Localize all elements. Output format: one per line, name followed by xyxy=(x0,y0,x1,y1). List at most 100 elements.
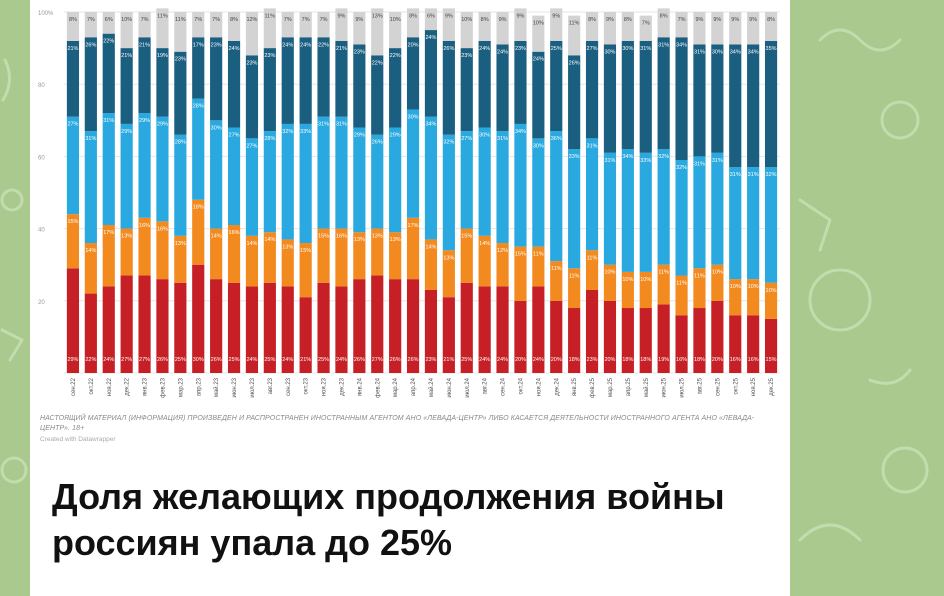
bar-segment xyxy=(317,12,330,38)
bar-segment xyxy=(585,12,599,41)
bar-segment xyxy=(603,44,617,153)
bar-segment xyxy=(406,279,420,373)
bar-segment xyxy=(210,228,223,280)
bar-segment xyxy=(424,8,438,31)
data-label: 15% xyxy=(515,252,526,258)
data-label: 8% xyxy=(69,17,77,23)
data-label: 10% xyxy=(461,17,472,23)
bar-segment xyxy=(729,167,742,280)
data-label: 18% xyxy=(640,357,651,363)
bar-segment xyxy=(120,12,133,49)
bar-segment xyxy=(299,123,312,244)
data-label: 13% xyxy=(282,244,293,250)
data-label: 20% xyxy=(515,357,526,363)
bar-segment xyxy=(729,279,742,316)
data-label: 13% xyxy=(175,241,186,247)
bar-segment xyxy=(711,264,724,301)
bar-segment xyxy=(138,217,151,276)
bar-segment xyxy=(281,123,294,240)
bar-segment xyxy=(210,37,223,121)
bar-segment xyxy=(496,286,509,373)
bar-segment xyxy=(657,264,670,305)
y-tick-label: 40 xyxy=(38,228,45,234)
bar-segment xyxy=(299,37,312,124)
data-label: 9% xyxy=(445,13,453,19)
bar-segment xyxy=(263,232,276,283)
data-label: 24% xyxy=(103,357,114,363)
bar-segment xyxy=(210,12,223,38)
bar-segment xyxy=(729,44,742,168)
data-label: 17% xyxy=(193,42,204,48)
x-tick-label: май.25 xyxy=(643,377,650,397)
bar-segment xyxy=(210,120,223,229)
y-tick-label: 80 xyxy=(38,83,45,89)
data-label: 31% xyxy=(318,122,329,128)
bar-segment xyxy=(353,12,366,45)
stacked-bar-chart: 29% 15% 27% 21% 8% 22% 14% 31% 26% 7% 24% 17% 31% 22%… xyxy=(38,8,780,398)
bar-segment xyxy=(389,127,402,233)
data-label: 10% xyxy=(748,284,759,290)
bar-segment xyxy=(281,239,294,287)
data-label: 30% xyxy=(622,46,633,52)
data-label: 24% xyxy=(497,357,508,363)
bar-segment xyxy=(192,264,205,373)
bar-segment xyxy=(389,48,402,128)
data-label: 8% xyxy=(588,17,596,23)
data-label: 22% xyxy=(372,60,383,66)
data-label: 21% xyxy=(67,46,78,52)
data-label: 15% xyxy=(318,234,329,240)
bar-segment xyxy=(335,286,348,373)
bar-segment xyxy=(693,44,706,157)
data-label: 26% xyxy=(408,357,419,363)
data-label: 9% xyxy=(552,13,560,19)
bar-segment xyxy=(317,282,330,373)
bar-segment xyxy=(568,268,581,309)
bar-segment xyxy=(532,15,545,52)
bar-segment xyxy=(353,279,366,373)
data-label: 32% xyxy=(766,172,777,178)
bar-segment xyxy=(478,40,491,128)
x-tick-label: июн.25 xyxy=(662,377,668,397)
bar-segment xyxy=(568,55,581,150)
data-label: 13% xyxy=(372,234,383,240)
data-label: 27% xyxy=(246,143,257,149)
data-label: 6% xyxy=(427,13,435,19)
data-label: 15% xyxy=(766,357,777,363)
x-tick-label: сен.25 xyxy=(715,377,721,396)
x-tick-label: дек.23 xyxy=(339,377,345,395)
data-label: 24% xyxy=(282,42,293,48)
data-label: 29% xyxy=(354,133,365,139)
data-label: 16% xyxy=(336,234,347,240)
data-label: 8% xyxy=(409,13,417,19)
data-label: 33% xyxy=(640,158,651,164)
data-label: 11% xyxy=(569,273,580,279)
x-tick-label: фев.25 xyxy=(590,377,596,397)
bar-segment xyxy=(227,12,241,41)
bar-segment xyxy=(442,297,455,373)
bar-segment xyxy=(299,243,312,298)
data-label: 16% xyxy=(676,357,687,363)
bar-segment xyxy=(389,232,402,280)
data-label: 25% xyxy=(229,357,240,363)
data-label: 33% xyxy=(300,129,311,135)
bar-segment xyxy=(550,8,563,41)
bar-segment xyxy=(174,134,187,236)
bar-segment xyxy=(66,268,80,373)
grid-lines xyxy=(64,11,780,374)
bar-segment xyxy=(263,282,276,373)
data-label: 12% xyxy=(497,248,508,254)
data-label: 30% xyxy=(533,143,544,149)
data-label: 10% xyxy=(766,288,777,294)
data-label: 14% xyxy=(479,241,490,247)
data-label: 31% xyxy=(497,136,508,142)
bar-segment xyxy=(192,199,205,265)
bar-segment xyxy=(764,12,778,41)
bar-segment xyxy=(442,8,455,41)
data-label: 26% xyxy=(569,60,580,66)
data-label: 9% xyxy=(731,17,739,23)
data-label: 29% xyxy=(139,118,150,124)
bar-segment xyxy=(406,37,420,110)
bar-segment xyxy=(675,160,688,276)
x-tick-label: мар.23 xyxy=(178,377,184,397)
data-label: 30% xyxy=(712,49,723,55)
